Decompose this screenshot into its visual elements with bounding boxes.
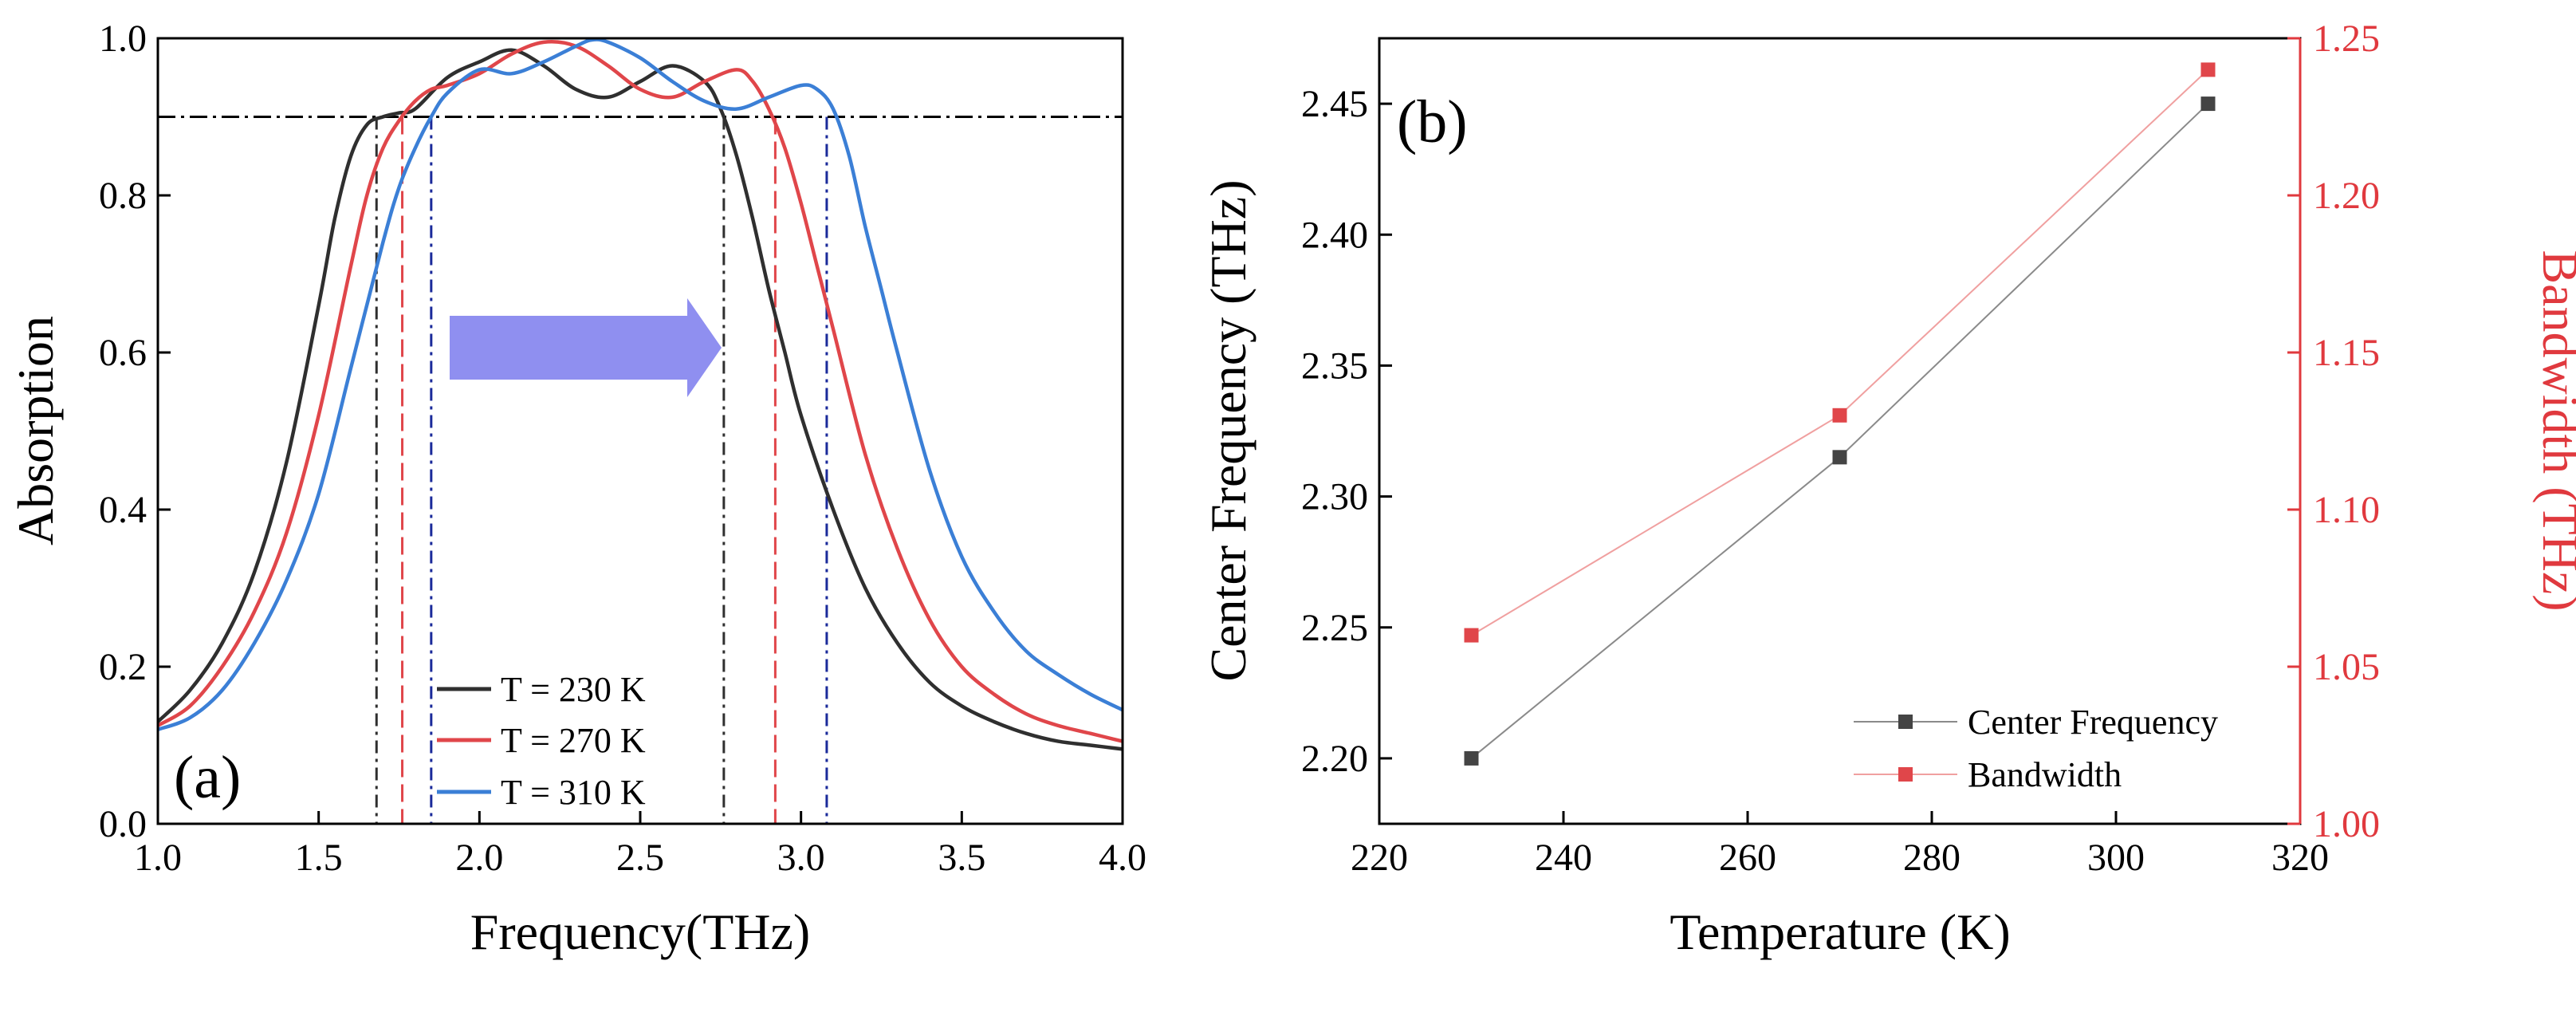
- legend-label-310k: T = 310 K: [501, 773, 646, 812]
- x-tick-label: 3.5: [938, 837, 985, 879]
- y-tick-label: 2.45: [1301, 83, 1368, 125]
- y2-tick-label: 1.20: [2313, 175, 2380, 217]
- absorption-curve-0: [156, 48, 1123, 751]
- center-frequency-point: [2200, 96, 2216, 112]
- legend: T = 230 K T = 270 K T = 310 K: [437, 670, 646, 812]
- bandwidth-point: [1832, 408, 1847, 423]
- data-markers: [1464, 62, 2216, 766]
- x-tick-label: 3.0: [777, 837, 825, 879]
- x-tick-label: 280: [1903, 837, 1961, 879]
- legend-label-230k: T = 230 K: [501, 670, 646, 709]
- band-edge-lines: [375, 116, 828, 824]
- x-tick-label: 260: [1719, 837, 1776, 879]
- y2-tick-label: 1.10: [2313, 489, 2380, 531]
- y-axis-label-right: Bandwidth (THz): [2532, 250, 2576, 611]
- y-tick-label: 1.0: [99, 18, 147, 60]
- x-axis-label: Frequency(THz): [470, 904, 810, 960]
- y-tick-label: 2.25: [1301, 607, 1368, 649]
- absorption-curve-2: [157, 37, 1123, 731]
- legend-label-center-frequency: Center Frequency: [1968, 703, 2218, 742]
- legend-label-270k: T = 270 K: [501, 721, 646, 760]
- panel-label-b: (b): [1397, 89, 1468, 156]
- y-tick-label: 0.0: [99, 803, 147, 845]
- bandwidth-point: [2200, 62, 2216, 77]
- center-frequency-line: [1470, 103, 2209, 759]
- axis-ticks: 220 240 260 280 300 320 2.20 2.25 2.30 2.35 2.40 2.…: [1301, 18, 2380, 879]
- y-tick-label: 2.35: [1301, 345, 1368, 387]
- y-tick-label: 0.2: [99, 646, 147, 688]
- y-tick-label: 2.20: [1301, 738, 1368, 780]
- x-tick-label: 320: [2271, 837, 2329, 879]
- y-tick-label: 2.30: [1301, 476, 1368, 518]
- x-tick-label: 1.5: [295, 837, 343, 879]
- center-frequency-point: [1464, 750, 1479, 766]
- bandwidth-point: [1464, 628, 1479, 643]
- y-tick-label: 0.8: [99, 175, 147, 217]
- shift-arrow: [450, 298, 722, 397]
- legend-label-bandwidth: Bandwidth: [1968, 755, 2122, 794]
- bandwidth-line: [1470, 69, 2209, 636]
- y-tick-label: 0.6: [99, 332, 147, 374]
- y-tick-label: 2.40: [1301, 214, 1368, 256]
- x-tick-label: 240: [1535, 837, 1592, 879]
- center-frequency-point: [1832, 450, 1847, 465]
- x-tick-label: 300: [2087, 837, 2145, 879]
- x-tick-label: 1.0: [134, 837, 182, 879]
- y2-tick-label: 1.00: [2313, 803, 2380, 845]
- absorption-curve-1: [156, 40, 1123, 743]
- legend: Center Frequency Bandwidth: [1854, 703, 2218, 794]
- axis-ticks: 1.0 1.5 2.0 2.5 3.0 3.5 4.0 0.0 0.2 0.4 0.6 0.8 1.0: [99, 18, 1146, 879]
- panel-a-absorption-chart: 1.0 1.5 2.0 2.5 3.0 3.5 4.0 0.0 0.2 0.4 0.6 0.81.0 …: [7, 18, 1146, 960]
- y2-tick-label: 1.05: [2313, 646, 2380, 688]
- y-axis-label: Absorption: [7, 316, 64, 545]
- panel-label-a: (a): [174, 744, 241, 811]
- legend-marker-bandwidth: [1898, 767, 1913, 782]
- y-tick-label: 0.4: [99, 489, 147, 531]
- x-axis-label: Temperature (K): [1669, 904, 2010, 960]
- legend-marker-center-frequency: [1898, 715, 1913, 729]
- y-axis-label-left: Center Frequency (THz): [1200, 179, 1257, 681]
- x-tick-label: 4.0: [1099, 837, 1146, 879]
- absorption-curves: [156, 37, 1123, 751]
- x-tick-label: 2.0: [455, 837, 503, 879]
- y2-tick-label: 1.15: [2313, 332, 2380, 374]
- panel-b-temperature-chart: 220 240 260 280 300 320 2.20 2.25 2.30 2.35 2.40 2.…: [1200, 18, 2576, 960]
- x-tick-label: 220: [1351, 837, 1408, 879]
- x-tick-label: 2.5: [616, 837, 664, 879]
- y2-tick-label: 1.25: [2313, 18, 2380, 60]
